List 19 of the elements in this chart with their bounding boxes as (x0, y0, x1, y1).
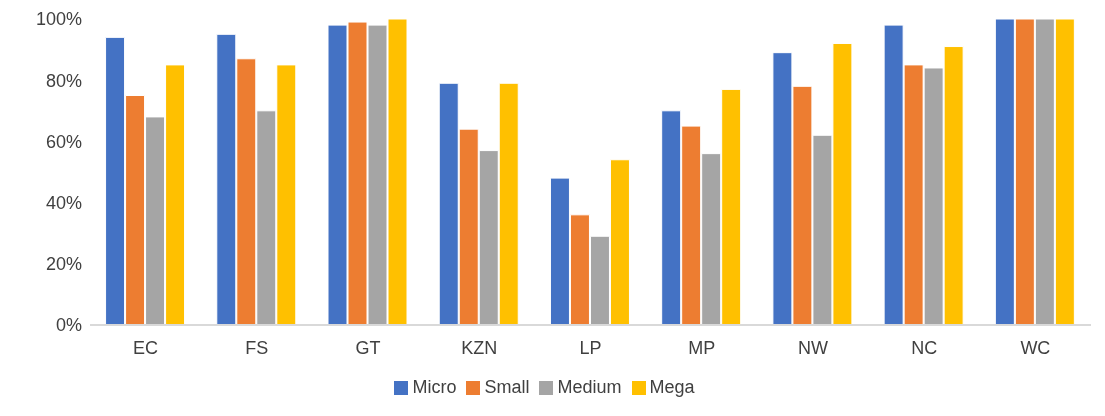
x-tick-label: LP (579, 337, 602, 358)
y-tick-label: 100% (35, 9, 82, 30)
x-tick-label: GT (355, 337, 381, 358)
y-tick-label: 20% (45, 254, 82, 275)
x-tick-label: FS (245, 337, 269, 358)
legend-label: Medium (557, 377, 622, 397)
y-tick-label: 40% (45, 192, 82, 213)
x-tick-label: WC (1020, 337, 1051, 358)
x-tick-label: MP (688, 337, 716, 358)
x-tick-label: NC (911, 337, 938, 358)
legend-label: Small (484, 377, 530, 397)
x-tick-label: NW (797, 337, 828, 358)
y-tick-label: 0% (55, 315, 82, 336)
legend-label: Micro (412, 377, 457, 397)
x-tick-label: KZN (461, 337, 498, 358)
x-tick-label: EC (133, 337, 159, 358)
legend-label: Mega (649, 377, 695, 397)
y-tick-label: 60% (45, 131, 82, 152)
y-tick-label: 80% (45, 70, 82, 91)
